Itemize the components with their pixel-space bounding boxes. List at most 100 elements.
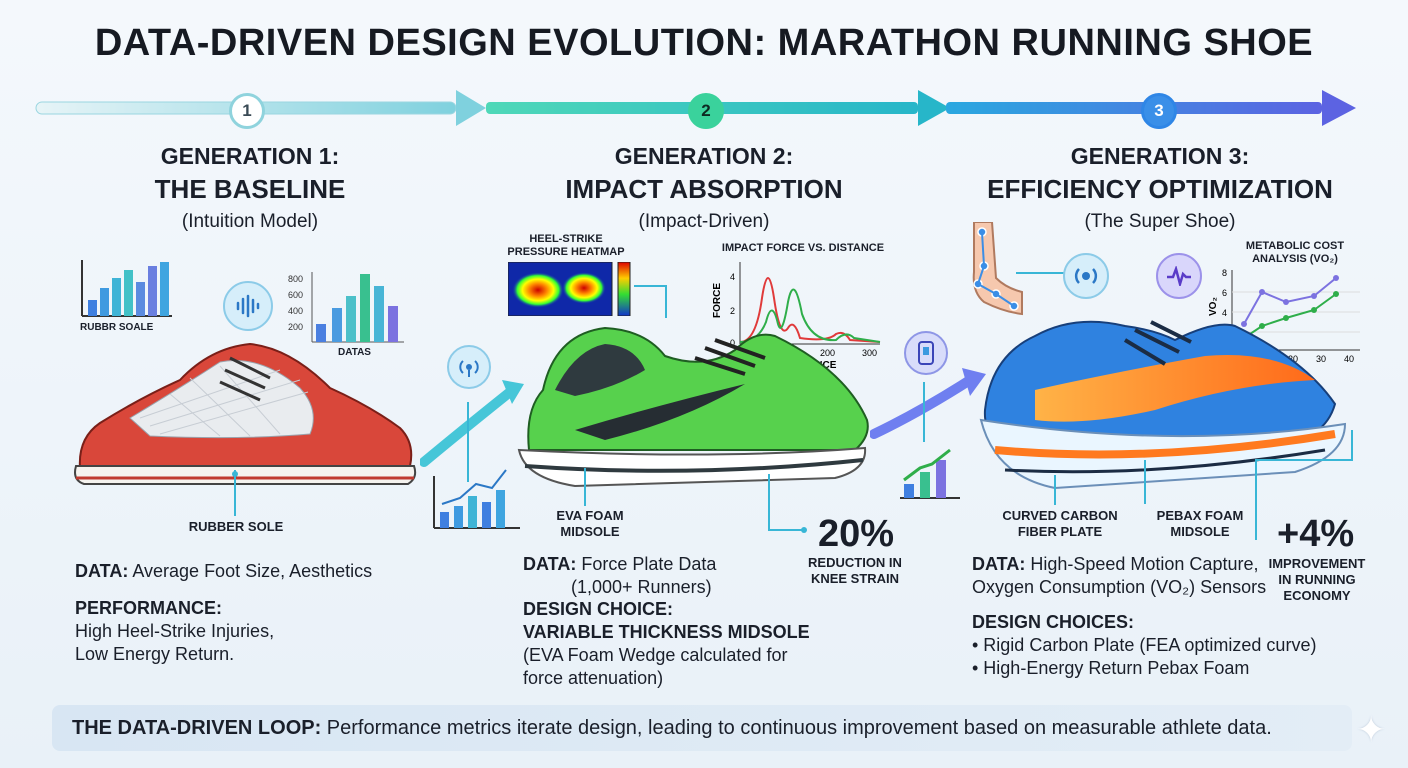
gen3-callout-foam-1: PEBAX FOAM xyxy=(1156,508,1244,523)
gen2-callout-eva: EVA FOAM MIDSOLE xyxy=(545,508,635,540)
gen1-chart-left-label: RUBBR SOALE xyxy=(80,322,154,333)
gen1-heading: GENERATION 1: xyxy=(160,143,340,169)
gen2-callout-line-1 xyxy=(584,468,586,506)
gen3-stat-value: +4% xyxy=(1277,513,1355,555)
gen3-callout-foam: PEBAX FOAM MIDSOLE xyxy=(1145,508,1255,540)
sound-wave-icon xyxy=(223,281,273,331)
gen3-callout-line-plate xyxy=(1054,475,1056,505)
gen2-data-label: DATA: xyxy=(523,554,577,574)
gen3-data-value-2: Oxygen Consumption (VO₂) Sensors xyxy=(972,577,1267,597)
gen1-tick-800: 800 xyxy=(288,274,303,284)
gen3-callout-plate-2: FIBER PLATE xyxy=(1017,524,1103,539)
timeline-arrow-3 xyxy=(946,90,1356,126)
gen3-chart-ylabel: VO₂ xyxy=(1208,297,1219,316)
gen3-design-bullet-1: • Rigid Carbon Plate (FEA optimized curv… xyxy=(972,635,1317,655)
gen1-chart-right-label: DATAS xyxy=(338,347,371,358)
gen3-ytick-8: 8 xyxy=(1222,268,1227,278)
gen1-tick-400: 400 xyxy=(288,306,303,316)
gen3-stat-caption: IMPROVEMENT IN RUNNING ECONOMY xyxy=(1262,556,1372,604)
step-1-badge: 1 xyxy=(229,93,265,129)
footer-text: Performance metrics iterate design, lead… xyxy=(321,717,1272,739)
gen3-stat-connector xyxy=(1255,430,1353,540)
gen1-data-text: DATA: Average Foot Size, Aesthetics xyxy=(75,560,455,583)
gen3-chart-title: METABOLIC COST ANALYSIS (VO₂) xyxy=(1230,240,1360,266)
gen1-shoe xyxy=(74,342,417,485)
gen1-tick-200: 200 xyxy=(288,322,303,332)
gen1-name: THE BASELINE xyxy=(154,174,346,204)
gen1-performance-line-1: High Heel-Strike Injuries, xyxy=(75,621,275,641)
sensor-signal-icon xyxy=(447,345,491,389)
gen3-data-value: High-Speed Motion Capture, xyxy=(1030,554,1259,574)
gen3-callout-plate-1: CURVED CARBON xyxy=(1002,508,1118,523)
gen1-data-value: Average Foot Size, Aesthetics xyxy=(132,561,373,581)
gen3-title-block: GENERATION 3: EFFICIENCY OPTIMIZATION (T… xyxy=(950,143,1370,233)
step-3-badge: 3 xyxy=(1141,93,1177,129)
gen1-callout-line xyxy=(232,470,238,516)
gen3-design-bullet-2: • High-Energy Return Pebax Foam xyxy=(972,658,1250,678)
gen3-design-block: DESIGN CHOICES: • Rigid Carbon Plate (FE… xyxy=(972,611,1352,680)
gen2-shoe xyxy=(517,326,869,488)
gen3-heading: GENERATION 3: xyxy=(1070,143,1250,169)
gen2-data-value-2: (1,000+ Runners) xyxy=(571,577,712,597)
transition-2-graphic xyxy=(870,368,986,499)
gen2-callout-eva-2: MIDSOLE xyxy=(560,524,620,539)
page-title: DATA-DRIVEN DESIGN EVOLUTION: MARATHON R… xyxy=(94,22,1314,64)
gen2-title-block: GENERATION 2: IMPACT ABSORPTION (Impact-… xyxy=(494,143,914,233)
gen2-heatmap-label-1: HEEL-STRIKE xyxy=(529,233,603,245)
gen3-subtitle: (The Super Shoe) xyxy=(1084,211,1236,232)
gen1-title-block: GENERATION 1: THE BASELINE (Intuition Mo… xyxy=(40,143,460,233)
gen2-heading: GENERATION 2: xyxy=(614,143,794,169)
sparkle-icon: ✦ xyxy=(1356,709,1387,750)
gen3-shoe xyxy=(979,320,1347,490)
gen3-xtick-30: 30 xyxy=(1316,354,1326,364)
gen3-name: EFFICIENCY OPTIMIZATION xyxy=(987,174,1333,204)
phone-sensor-icon xyxy=(904,331,948,375)
gen1-performance-line-2: Low Energy Return. xyxy=(75,644,235,664)
step-2-badge: 2 xyxy=(688,93,724,129)
gen2-design-name: VARIABLE THICKNESS MIDSOLE xyxy=(523,622,810,642)
heart-rate-icon xyxy=(1156,253,1202,299)
gen2-data-value: Force Plate Data xyxy=(581,554,717,574)
gen1-bar-chart-left xyxy=(81,260,172,317)
gen3-foot-connector xyxy=(1016,272,1064,274)
gen3-data-label: DATA: xyxy=(972,554,1026,574)
gen2-callout-eva-1: EVA FOAM xyxy=(556,508,624,523)
gen3-stat-caption-3: ECONOMY xyxy=(1283,588,1351,603)
gen2-design-label: DESIGN CHOICE: xyxy=(523,599,674,619)
gen1-data-label: DATA: xyxy=(75,561,129,581)
gen2-ytick-0: 0 xyxy=(730,338,735,348)
gen2-stat-caption-1: REDUCTION IN xyxy=(808,555,902,570)
gen2-chart-ylabel: FORCE xyxy=(712,283,723,318)
gen1-callout-rubber-sole: RUBBER SOLE xyxy=(188,519,284,534)
gen2-chart-title: IMPACT FORCE VS. DISTANCE xyxy=(721,242,885,254)
gen2-subtitle: (Impact-Driven) xyxy=(638,211,770,232)
gen3-ytick-6: 6 xyxy=(1222,288,1227,298)
gen2-heatmap-connector xyxy=(634,285,667,318)
transition-1-graphic xyxy=(420,380,524,529)
gen2-pressure-heatmap xyxy=(508,262,631,316)
gen3-chart-title-1: METABOLIC COST xyxy=(1245,240,1345,252)
gen3-ytick-4: 4 xyxy=(1222,308,1227,318)
gen2-stat-caption: REDUCTION IN KNEE STRAIN xyxy=(800,555,910,587)
gen2-xtick-300: 300 xyxy=(862,348,877,358)
gen2-xtick-200: 200 xyxy=(820,348,835,358)
gen1-bar-chart-right: 800 600 400 200 xyxy=(288,272,404,343)
gen3-foot-motion-capture xyxy=(972,222,1023,316)
gen3-chart-title-2: ANALYSIS (VO₂) xyxy=(1252,253,1338,265)
gen3-xtick-40: 40 xyxy=(1344,354,1354,364)
gen2-ytick-2: 2 xyxy=(730,306,735,316)
gen3-design-label: DESIGN CHOICES: xyxy=(972,612,1135,632)
gen3-xtick-20: 20 xyxy=(1288,354,1298,364)
footer-banner: THE DATA-DRIVEN LOOP: Performance metric… xyxy=(52,705,1352,751)
gen2-heatmap-label-2: PRESSURE HEATMAP xyxy=(507,246,625,258)
gen1-performance-block: PERFORMANCE: High Heel-Strike Injuries, … xyxy=(75,597,455,666)
gen2-heatmap-label: HEEL-STRIKE PRESSURE HEATMAP xyxy=(496,233,636,259)
gen2-name: IMPACT ABSORPTION xyxy=(565,174,843,204)
gen2-design-line-2: force attenuation) xyxy=(523,668,664,688)
gen3-callout-plate: CURVED CARBON FIBER PLATE xyxy=(995,508,1125,540)
gen2-design-block: DESIGN CHOICE: VARIABLE THICKNESS MIDSOL… xyxy=(523,598,823,690)
gen2-stat-caption-2: KNEE STRAIN xyxy=(810,571,900,586)
gen1-tick-600: 600 xyxy=(288,290,303,300)
gen3-stat-caption-1: IMPROVEMENT xyxy=(1268,556,1366,571)
gen3-callout-line-foam xyxy=(1144,460,1146,504)
